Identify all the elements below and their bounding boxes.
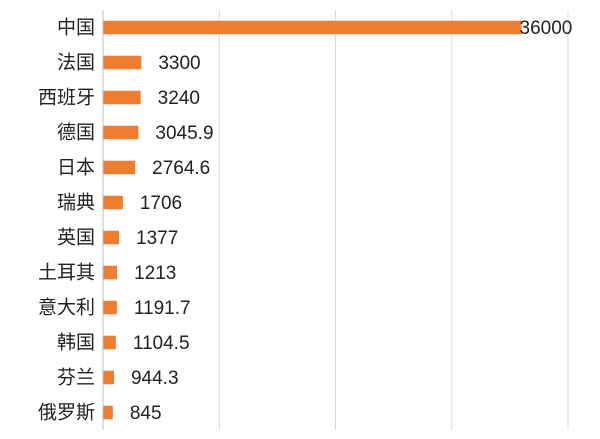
category-label: 俄罗斯 xyxy=(38,402,95,424)
gridlines xyxy=(218,10,569,430)
category-label: 西班牙 xyxy=(38,87,95,109)
value-label: 3300 xyxy=(158,53,200,74)
bar xyxy=(103,20,522,35)
bars xyxy=(103,20,522,420)
bar xyxy=(103,195,123,210)
category-label: 德国 xyxy=(57,122,95,144)
value-label: 1191.7 xyxy=(134,298,191,319)
value-label: 1377 xyxy=(136,228,178,249)
category-label: 中国 xyxy=(57,17,95,39)
category-label: 韩国 xyxy=(57,332,95,354)
bar xyxy=(103,230,120,245)
value-label: 1213 xyxy=(134,263,176,284)
category-label: 芬兰 xyxy=(57,367,95,389)
category-label: 意大利 xyxy=(38,297,95,319)
category-label: 土耳其 xyxy=(38,262,95,284)
bar xyxy=(103,335,116,350)
bar xyxy=(103,265,118,280)
category-label: 英国 xyxy=(57,227,95,249)
category-label: 日本 xyxy=(57,157,95,179)
bar xyxy=(103,125,139,140)
bar xyxy=(103,370,114,385)
value-label: 36000 xyxy=(520,18,573,39)
value-label: 3045.9 xyxy=(155,123,213,144)
value-label: 2764.6 xyxy=(152,158,210,179)
value-label: 3240 xyxy=(158,88,200,109)
bar xyxy=(103,55,142,70)
value-label: 1706 xyxy=(140,193,182,214)
category-label: 瑞典 xyxy=(57,192,95,214)
bar xyxy=(103,405,113,420)
value-label: 845 xyxy=(130,403,162,424)
bar xyxy=(103,160,136,175)
bar xyxy=(103,300,117,315)
category-label: 法国 xyxy=(57,52,95,74)
bar xyxy=(103,90,141,105)
value-label: 944.3 xyxy=(131,368,179,389)
value-label: 1104.5 xyxy=(133,333,190,354)
value-labels: 36000 3300 3240 3045.9 2764.6 1706 1377 1213 119… xyxy=(130,18,573,424)
